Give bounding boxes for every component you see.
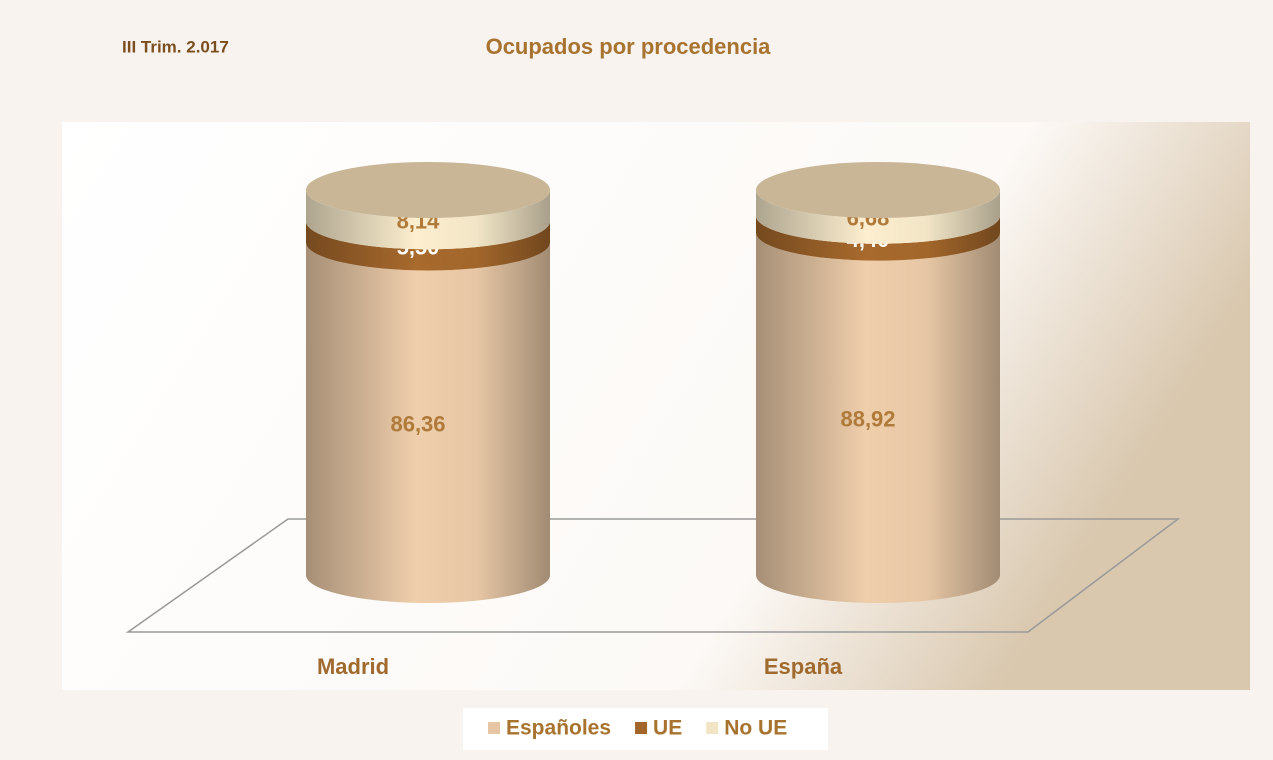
- chart-title: Ocupados por procedencia: [486, 34, 772, 59]
- plot-panel: [62, 122, 1250, 690]
- cylinder-segment: [756, 215, 1000, 261]
- subtitle: III Trim. 2.017: [122, 37, 229, 56]
- value-label: 86,36: [390, 411, 445, 436]
- cylinder-segment: [306, 190, 550, 250]
- value-label: 88,92: [840, 406, 895, 431]
- legend-swatch: [635, 722, 648, 734]
- cylinder-segment: [306, 221, 550, 271]
- legend-swatch: [488, 722, 500, 734]
- legend-label: Españoles: [506, 717, 611, 740]
- cylinder-segment: [306, 242, 550, 603]
- legend-label: UE: [653, 717, 682, 740]
- x-tick-label: Madrid: [317, 654, 389, 679]
- floor: [125, 518, 1181, 633]
- legend-label: No UE: [724, 717, 787, 740]
- legend-swatch: [706, 722, 719, 734]
- cylinder-segment: [756, 232, 1000, 603]
- x-tick-label: España: [764, 654, 843, 679]
- cylinder-top: [756, 162, 1000, 218]
- cylinder-segment: [756, 190, 1000, 244]
- cylinder-top: [306, 162, 550, 218]
